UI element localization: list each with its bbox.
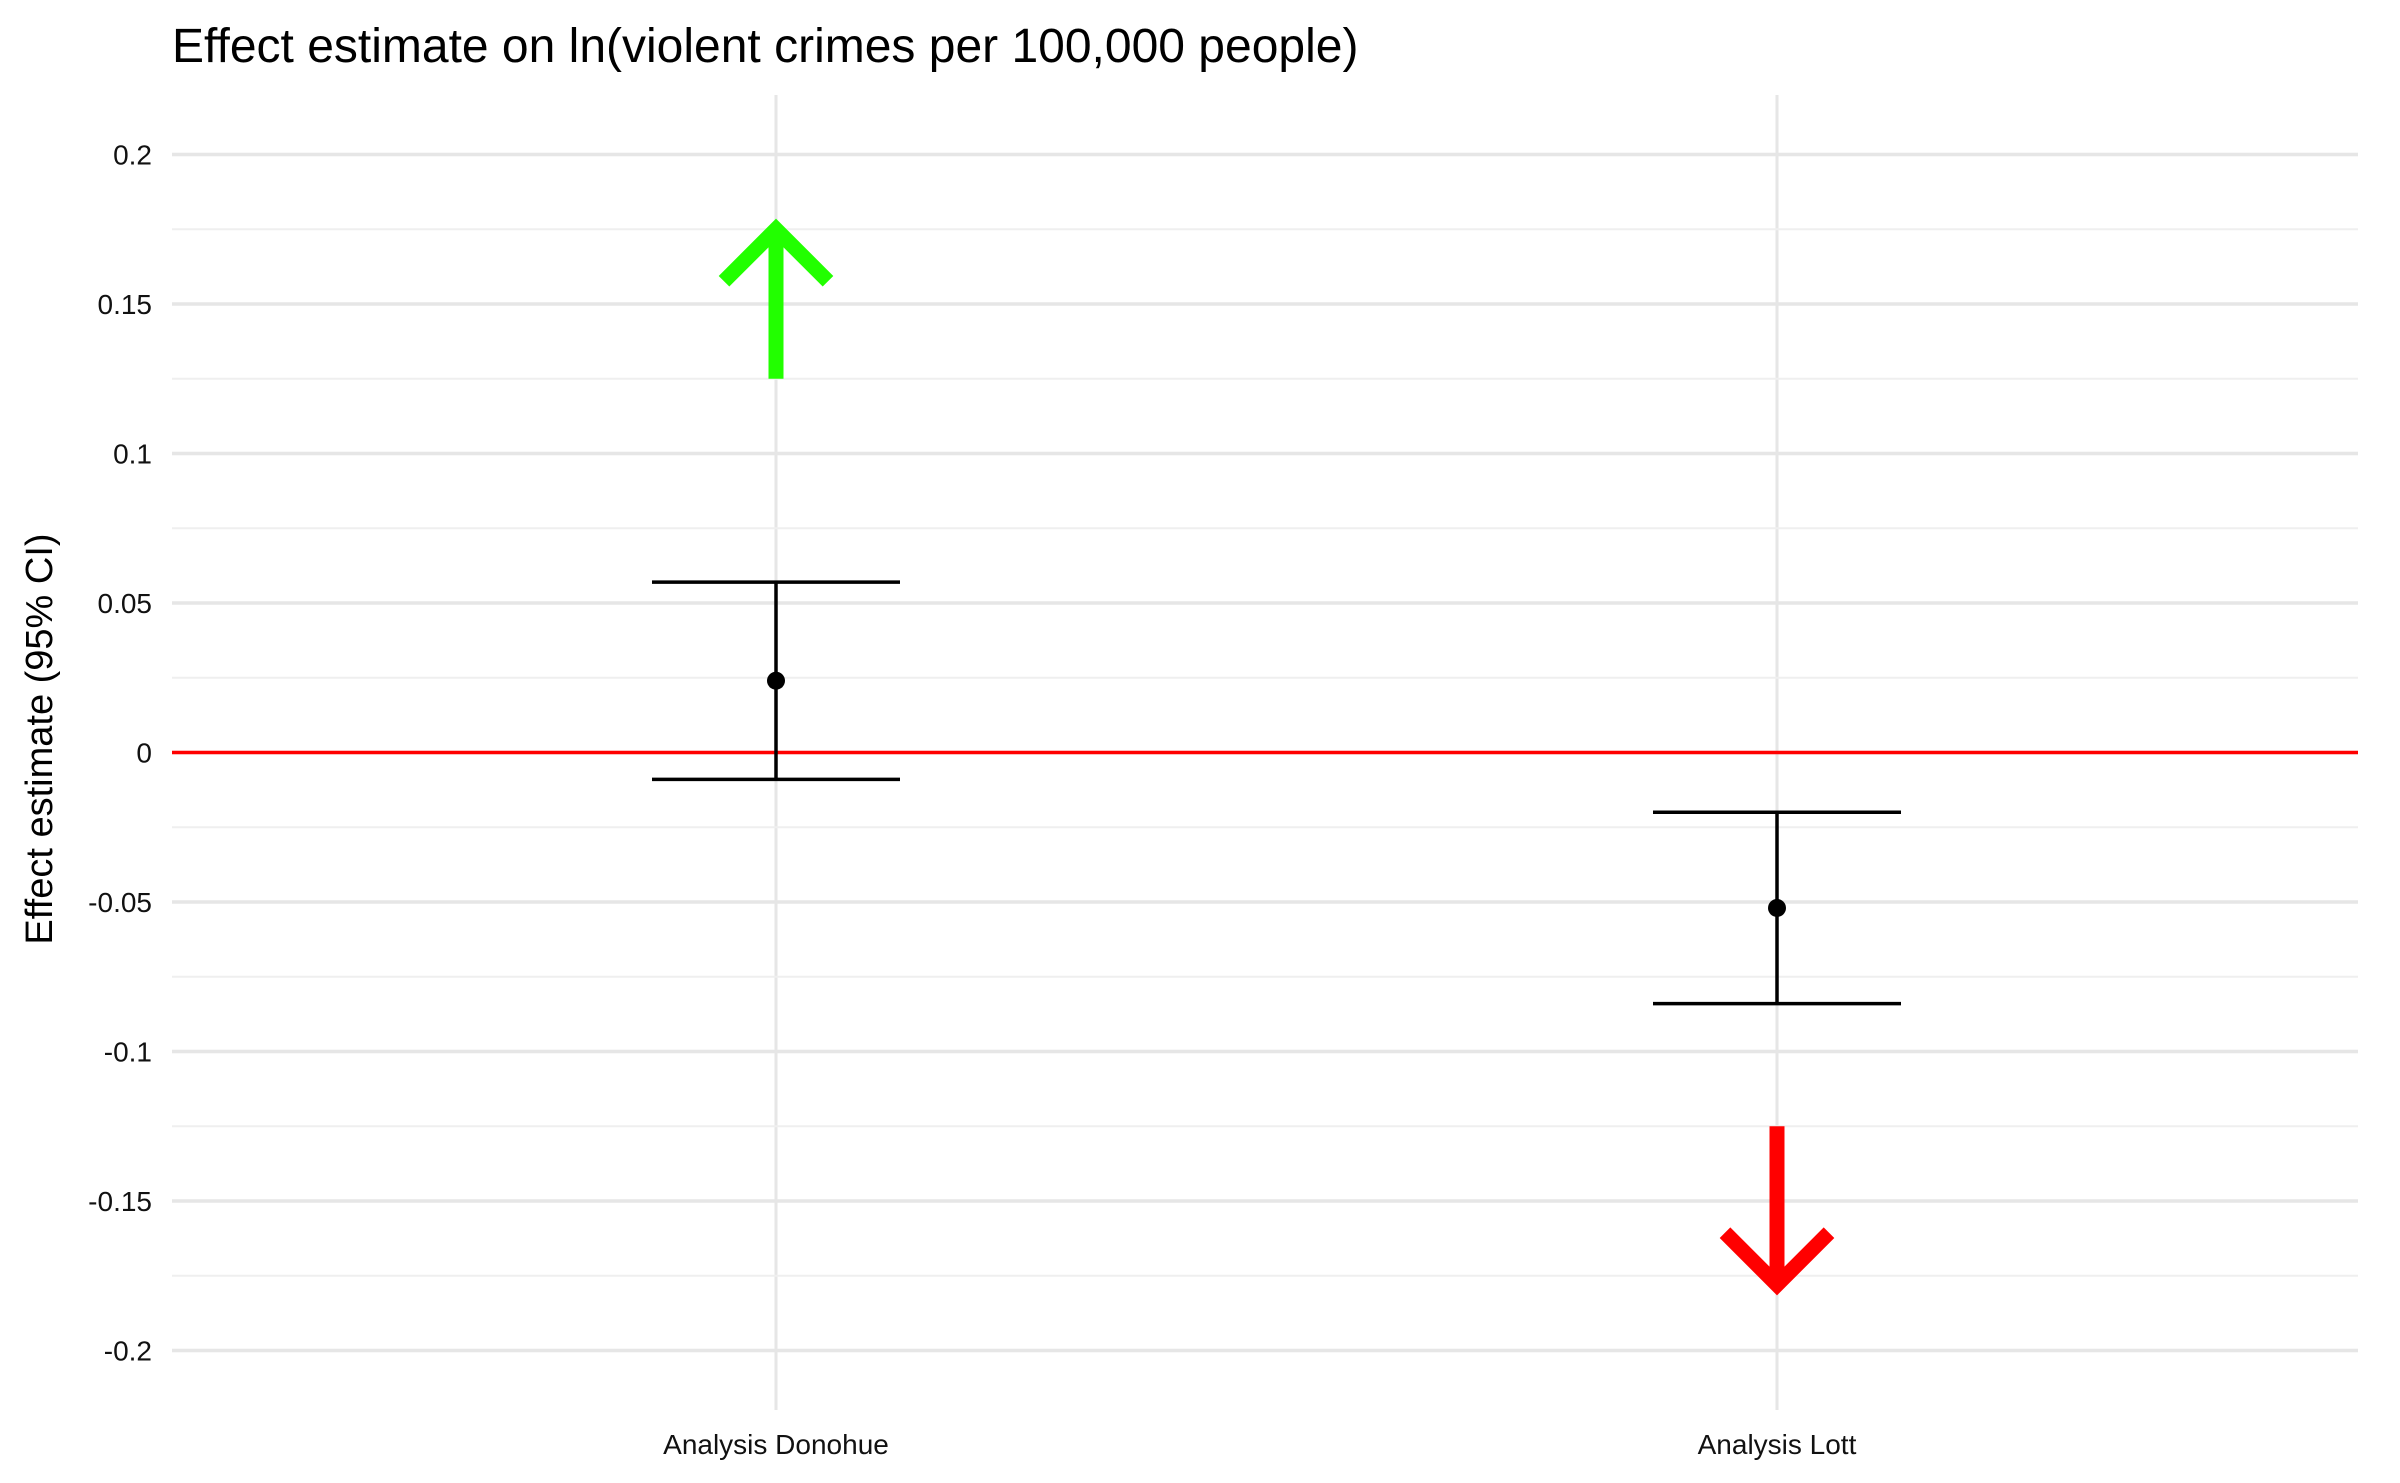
- y-tick-label: -0.15: [88, 1186, 152, 1217]
- point-estimate: [1768, 898, 1786, 917]
- arrow-head-down: [1719, 1227, 1835, 1296]
- y-tick-label: -0.1: [104, 1037, 152, 1068]
- y-tick-label: 0.1: [113, 439, 152, 470]
- y-tick-label: 0.05: [98, 588, 153, 619]
- y-tick-label: 0.15: [98, 289, 153, 320]
- chart-title: Effect estimate on ln(violent crimes per…: [172, 20, 1358, 73]
- x-tick-labels: Analysis Donohue Analysis Lott: [663, 1429, 1856, 1460]
- y-tick-label: 0.2: [113, 140, 152, 171]
- x-tick-label: Analysis Donohue: [663, 1429, 889, 1460]
- y-tick-label: -0.2: [104, 1336, 152, 1367]
- direction-arrows: [718, 218, 1835, 1296]
- error-bars: [652, 580, 1901, 1006]
- y-tick-label: -0.05: [88, 887, 152, 918]
- x-tick-label: Analysis Lott: [1698, 1429, 1857, 1460]
- y-axis-title: Effect estimate (95% CI): [19, 533, 61, 944]
- arrow-head-up: [718, 218, 834, 287]
- point-estimate: [767, 671, 785, 690]
- grid-lines: [172, 95, 2358, 1410]
- y-tick-labels: 0.2 0.15 0.1 0.05 0 -0.05 -0.1 -0.15 -0.2: [88, 140, 152, 1367]
- y-tick-label: 0: [136, 738, 152, 769]
